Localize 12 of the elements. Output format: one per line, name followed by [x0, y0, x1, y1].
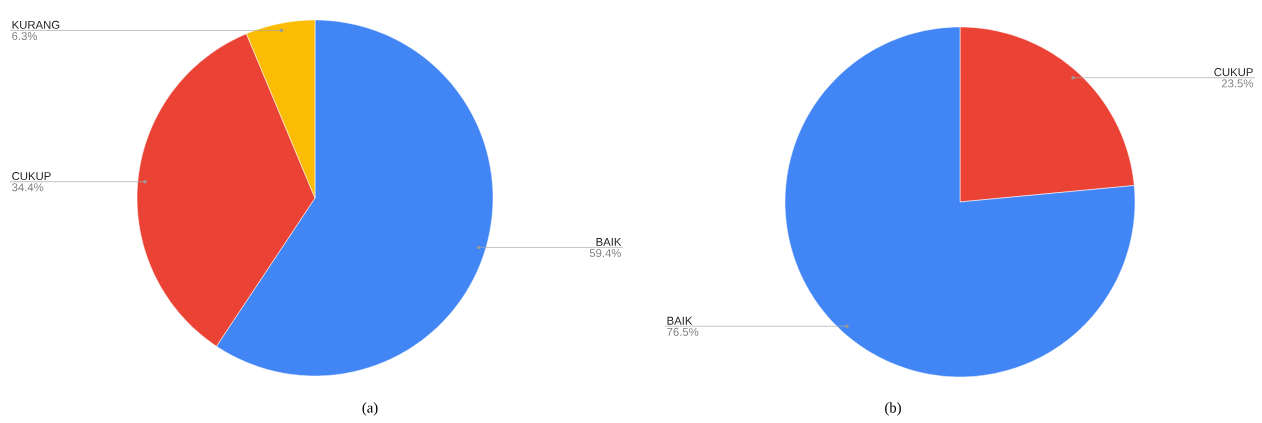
data-label: 34.4% — [12, 183, 44, 192]
data-label: 23.5% — [1221, 79, 1254, 88]
data-label: 6.3% — [12, 32, 38, 41]
text: (a) — [362, 402, 378, 416]
slice-label: BAIK — [667, 316, 693, 325]
slice-label: CUKUP — [1214, 68, 1253, 77]
slice-label: KURANG — [12, 20, 60, 29]
text: (b) — [885, 402, 901, 416]
slice-label: BAIK — [596, 238, 622, 246]
data-label: 76.5% — [667, 327, 699, 336]
data-label: 59.4% — [589, 249, 622, 258]
slice-label: CUKUP — [12, 172, 51, 181]
